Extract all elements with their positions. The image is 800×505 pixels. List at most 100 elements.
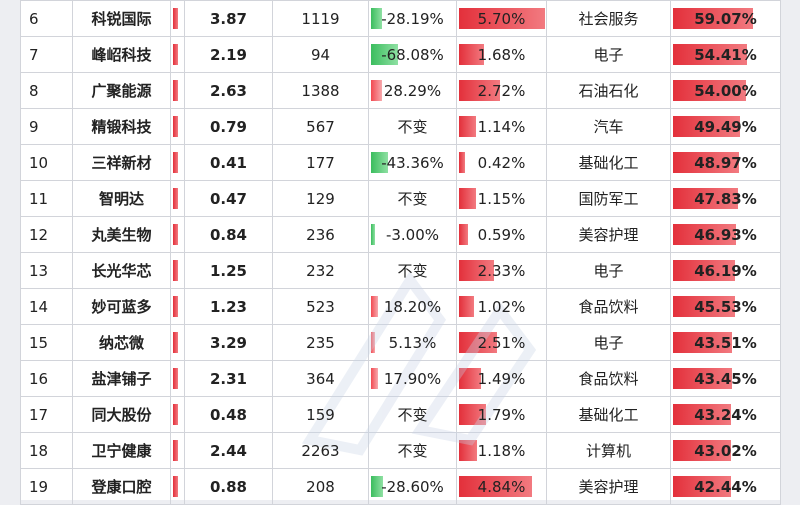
percent-value: 59.07% [694,9,757,28]
change-cell: -28.60% [368,468,457,505]
stock-name: 盐津铺子 [91,370,152,388]
mini-bar-cell [170,468,185,505]
change-value: 28.29% [383,81,442,100]
change-cell: 28.29% [368,72,457,109]
industry-cell: 美容护理 [546,468,671,505]
change-value: -3.00% [385,225,440,244]
row-index: 14 [29,297,49,316]
percent-bar [673,188,738,209]
stock-name-cell: 广聚能源 [72,72,171,109]
rate-bar [459,224,468,245]
rate-value: 1.14% [477,117,526,136]
stock-name-cell: 盐津铺子 [72,360,171,397]
row-index: 15 [29,333,49,352]
percent-cell: 54.41% [670,36,781,73]
change-bar-positive [371,80,382,101]
stock-name-cell: 纳芯微 [72,324,171,361]
value-1-cell: 3.29 [184,324,273,361]
industry-cell: 食品饮料 [546,360,671,397]
value-1: 3.29 [209,333,247,352]
change-value: 不变 [397,442,428,460]
rate-cell: 1.68% [456,36,547,73]
industry-cell: 石油石化 [546,72,671,109]
change-value: 不变 [397,262,428,280]
percent-value: 46.19% [694,261,757,280]
mini-bar [173,152,178,173]
rate-cell: 2.72% [456,72,547,109]
value-2: 94 [310,45,331,64]
value-2: 208 [306,477,335,496]
value-1: 0.48 [209,405,247,424]
percent-cell: 54.00% [670,72,781,109]
percent-cell: 43.45% [670,360,781,397]
percent-bar [673,260,735,281]
industry-name: 食品饮料 [578,298,639,316]
rate-value: 5.70% [477,9,526,28]
row-index-cell: 17 [20,396,73,433]
industry-name: 电子 [593,46,624,64]
value-1: 2.63 [209,81,247,100]
percent-value: 54.41% [694,45,757,64]
stock-name: 同大股份 [91,406,152,424]
mini-bar [173,260,178,281]
stock-name-cell: 同大股份 [72,396,171,433]
rate-bar [459,332,497,353]
value-2-cell: 1119 [272,0,369,37]
value-2: 129 [306,189,335,208]
percent-cell: 47.83% [670,180,781,217]
change-value: 不变 [397,406,428,424]
industry-cell: 食品饮料 [546,288,671,325]
percent-value: 45.53% [694,297,757,316]
percent-bar [673,80,746,101]
stock-name-cell: 三祥新材 [72,144,171,181]
change-cell: -68.08% [368,36,457,73]
stock-name: 长光华芯 [91,262,152,280]
change-cell: 不变 [368,396,457,433]
mini-bar-cell [170,324,185,361]
industry-name: 电子 [593,262,624,280]
value-2: 523 [306,297,335,316]
value-1: 3.87 [209,9,247,28]
industry-name: 基础化工 [578,406,639,424]
percent-cell: 46.19% [670,252,781,289]
table-row: 17 同大股份 0.48 159 不变 1.79% 基础化工 43.24% [20,396,781,433]
stock-name: 妙可蓝多 [91,298,152,316]
value-1-cell: 0.41 [184,144,273,181]
table-row: 14 妙可蓝多 1.23 523 18.20% 1.02% 食品饮料 45.53% [20,288,781,325]
value-2-cell: 236 [272,216,369,253]
row-index-cell: 7 [20,36,73,73]
change-cell: 5.13% [368,324,457,361]
row-index-cell: 10 [20,144,73,181]
rate-value: 0.59% [477,225,526,244]
percent-bar [673,224,736,245]
stock-name-cell: 登康口腔 [72,468,171,505]
value-2: 1119 [301,9,340,28]
mini-bar [173,8,178,29]
row-index: 13 [29,261,49,280]
value-2-cell: 2263 [272,432,369,469]
rate-value: 4.84% [477,477,526,496]
value-1-cell: 0.84 [184,216,273,253]
row-index: 6 [29,9,39,28]
rate-bar [459,440,477,461]
change-value: 18.20% [383,297,442,316]
rate-cell: 1.79% [456,396,547,433]
percent-cell: 43.02% [670,432,781,469]
change-bar-positive [371,368,378,389]
change-cell: -3.00% [368,216,457,253]
percent-value: 48.97% [694,153,757,172]
value-1: 0.41 [209,153,247,172]
mini-bar [173,116,178,137]
industry-cell: 汽车 [546,108,671,145]
mini-bar-cell [170,216,185,253]
industry-name: 汽车 [593,118,624,136]
mini-bar [173,368,178,389]
change-cell: 不变 [368,432,457,469]
percent-value: 47.83% [694,189,757,208]
mini-bar [173,44,178,65]
rate-value: 1.68% [477,45,526,64]
change-value: 17.90% [383,369,442,388]
data-table-sheet: 6 科锐国际 3.87 1119 -28.19% 5.70% 社会服务 59.07% 7 峰岹科技… [20,0,781,505]
industry-name: 食品饮料 [578,370,639,388]
stock-name: 精锻科技 [91,118,152,136]
